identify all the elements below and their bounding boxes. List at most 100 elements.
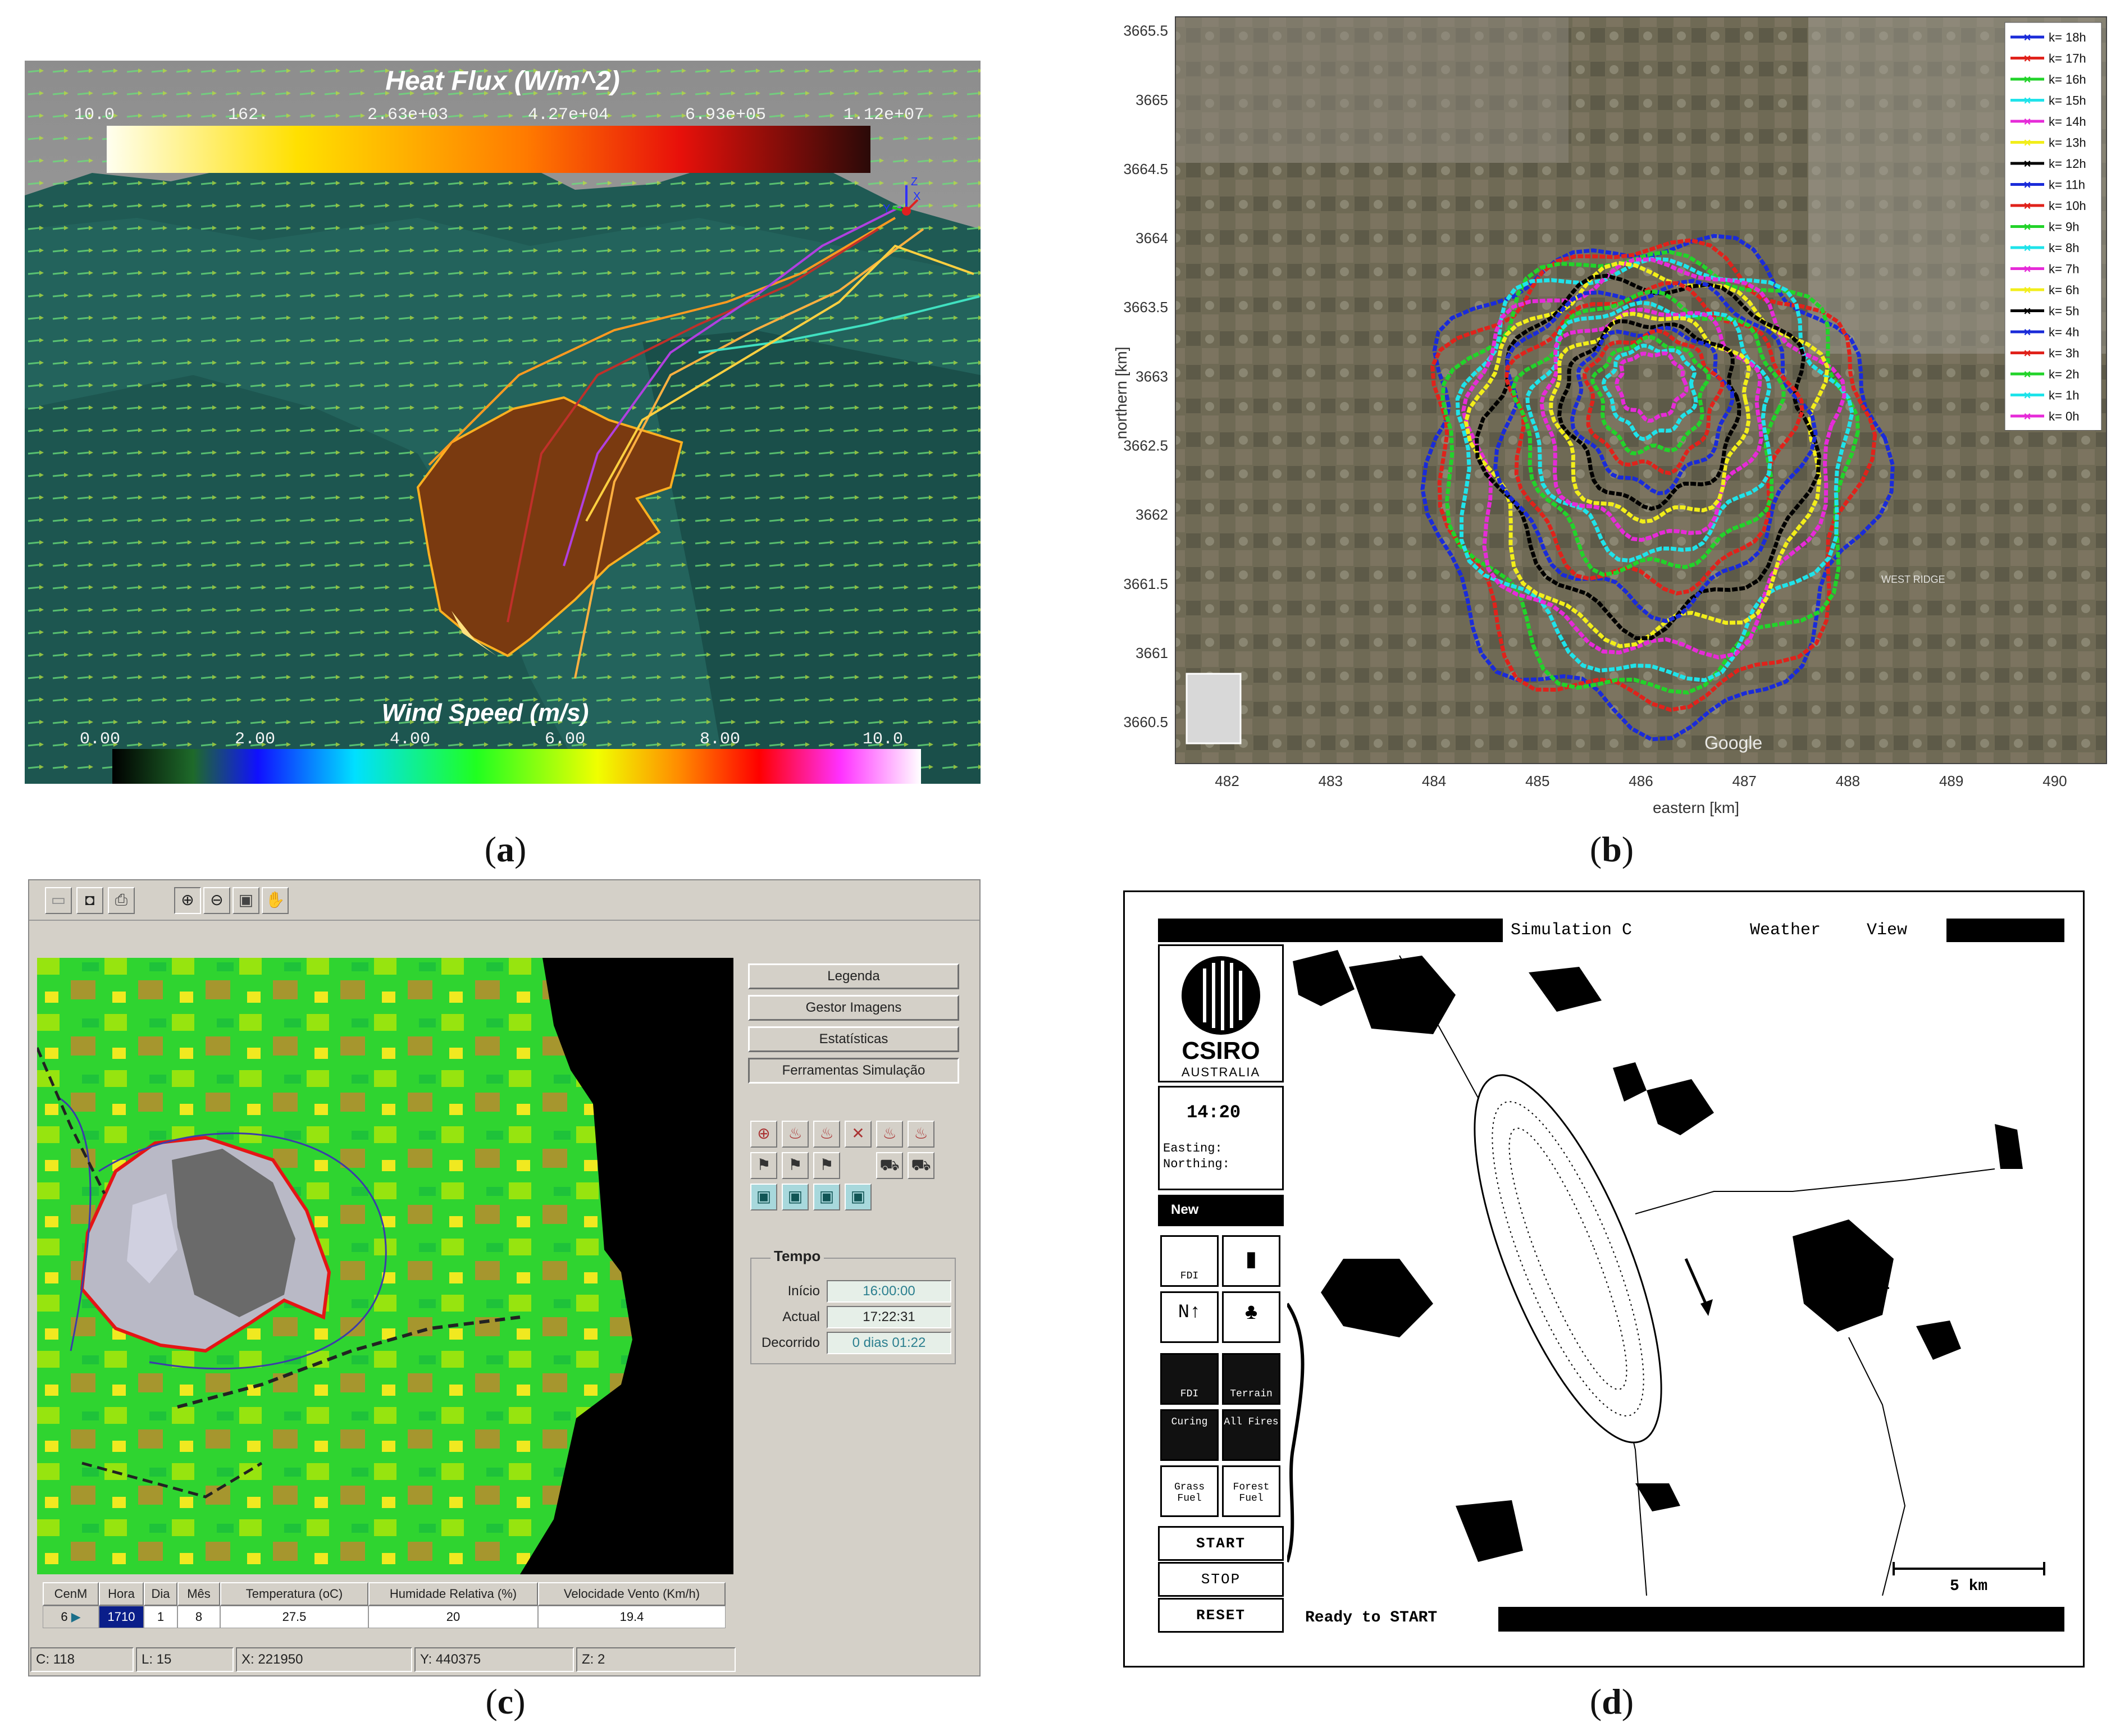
scale-bar: 5 km xyxy=(1893,1562,2045,1595)
thermometer-icon[interactable]: ▮ xyxy=(1222,1235,1280,1287)
forest-fuel-icon[interactable]: Forest Fuel xyxy=(1222,1465,1280,1517)
table-cell[interactable]: 20 xyxy=(368,1606,538,1628)
wind-speed-tick: 0.00 xyxy=(80,730,120,749)
curing-icon[interactable]: Curing xyxy=(1160,1409,1219,1461)
legend-label: k= 10h xyxy=(2049,199,2086,213)
y-tick-label: 3661 xyxy=(1136,645,1168,661)
firebreak-icon[interactable]: ⚑ xyxy=(782,1152,809,1179)
zoom-out-icon[interactable]: ⊖ xyxy=(203,887,230,914)
north-arrow-icon[interactable]: N↑ xyxy=(1160,1291,1219,1343)
all-fires-icon[interactable]: All Fires xyxy=(1222,1409,1280,1461)
terrain-render: Z Y X Heat Flux (W/m^2) 10.0 162. 2.63e+… xyxy=(25,61,981,784)
caption-c-letter: c xyxy=(497,1682,514,1721)
wind-speed-tick: 6.00 xyxy=(545,730,585,749)
menu-simulation[interactable]: Simulation C xyxy=(1511,921,1633,940)
y-tick-label: 3660.5 xyxy=(1123,714,1168,730)
menu-weather[interactable]: Weather xyxy=(1750,921,1821,940)
legend-label: k= 6h xyxy=(2049,283,2079,297)
status-bar-d xyxy=(1498,1607,2064,1632)
table-cell[interactable]: 8 xyxy=(177,1606,220,1628)
fdi-tool-icon[interactable]: FDI xyxy=(1160,1353,1219,1405)
map-place-label: WEST RIDGE xyxy=(1881,574,1945,585)
terrain-icon[interactable]: Terrain xyxy=(1222,1353,1280,1405)
forward-icon[interactable]: ▣ xyxy=(845,1184,872,1210)
ignition-target-icon[interactable]: ⊕ xyxy=(750,1121,777,1148)
pan-hand-icon[interactable]: ✋ xyxy=(262,887,289,914)
table-cell[interactable]: 27.5 xyxy=(220,1606,368,1628)
zoom-in-icon[interactable]: ⊕ xyxy=(174,887,201,914)
simulation-tools-button[interactable]: Ferramentas Simulação xyxy=(748,1058,959,1084)
zoom-extent-icon[interactable]: ▣ xyxy=(232,887,259,914)
wind-speed-ticks: 0.00 2.00 4.00 6.00 8.00 10.0 xyxy=(80,730,903,749)
legend-label: k= 3h xyxy=(2049,346,2079,360)
camera-icon[interactable]: ◘ xyxy=(76,887,103,914)
tempo-title: Tempo xyxy=(770,1248,824,1265)
image-manager-button[interactable]: Gestor Imagens xyxy=(748,995,959,1021)
wind-speed-tick: 8.00 xyxy=(700,730,740,749)
legend-marker: × xyxy=(2024,409,2031,423)
legend-label: k= 5h xyxy=(2049,304,2079,318)
save-icon[interactable]: ▭ xyxy=(45,887,72,914)
vehicle-icon[interactable]: ⛟ xyxy=(908,1152,934,1179)
legend-button[interactable]: Legenda xyxy=(748,963,959,989)
wind-speed-tick: 4.00 xyxy=(390,730,430,749)
heat-flux-ticks: 10.0 162. 2.63e+03 4.27e+04 6.93e+05 1.1… xyxy=(74,106,924,125)
perimeter-line xyxy=(1590,335,1711,456)
y-tick-label: 3664 xyxy=(1136,230,1168,246)
perimeter-line xyxy=(1474,273,1822,641)
table-header: Velocidade Vento (Km/h) xyxy=(538,1582,726,1606)
reset-button[interactable]: RESET xyxy=(1158,1598,1284,1633)
firebreak-icon[interactable]: ⚑ xyxy=(750,1152,777,1179)
print-icon[interactable]: ⎙ xyxy=(108,887,135,914)
stop-icon[interactable]: ▣ xyxy=(782,1184,809,1210)
tempo-group xyxy=(750,1258,956,1364)
perimeter-line xyxy=(1601,344,1698,441)
legend-label: k= 18h xyxy=(2049,30,2086,44)
y-tick-label: 3663 xyxy=(1136,368,1168,385)
remove-fire-icon[interactable]: ✕ xyxy=(845,1121,872,1148)
fire-icon[interactable]: ♨ xyxy=(782,1121,809,1148)
x-tick-label: 488 xyxy=(1836,773,1860,789)
panel-a-3d-fire-view: Z Y X Heat Flux (W/m^2) 10.0 162. 2.63e+… xyxy=(25,61,981,784)
new-button-label: New xyxy=(1171,1202,1199,1217)
legend: × k= 18h × k= 17h × k= 16h × k= 15h × k= 14h × k= 1… xyxy=(2004,22,2102,431)
current-time-label: Actual xyxy=(782,1309,820,1324)
table-cell[interactable]: 19.4 xyxy=(538,1606,726,1628)
start-button[interactable]: START xyxy=(1158,1526,1284,1561)
legend-marker: × xyxy=(2024,241,2031,255)
heat-flux-tick: 10.0 xyxy=(74,106,115,125)
firebreak-icon[interactable]: ⚑ xyxy=(813,1152,840,1179)
vehicle-icon[interactable]: ⛟ xyxy=(876,1152,903,1179)
legend-marker: × xyxy=(2024,157,2031,171)
perimeter-line xyxy=(1557,319,1741,511)
x-axis-label: eastern [km] xyxy=(1653,799,1739,816)
table-cell[interactable]: 1 xyxy=(144,1606,177,1628)
statistics-button[interactable]: Estatísticas xyxy=(748,1026,959,1052)
fire-icon[interactable]: ♨ xyxy=(813,1121,840,1148)
fdi-icon[interactable]: FDI xyxy=(1160,1235,1219,1287)
fire-settings-icon[interactable]: ♨ xyxy=(908,1121,934,1148)
table-header: Mês xyxy=(177,1582,220,1606)
fire-line-icon[interactable]: ♨ xyxy=(876,1121,903,1148)
axis-x-label: X xyxy=(913,190,920,203)
y-tick-label: 3661.5 xyxy=(1123,575,1168,592)
menu-label-area xyxy=(1503,919,1946,942)
icon-label: FDI xyxy=(1180,1388,1199,1400)
legend-label: k= 17h xyxy=(2049,52,2086,66)
pause-icon[interactable]: ▣ xyxy=(813,1184,840,1210)
menu-view[interactable]: View xyxy=(1867,921,1908,940)
tree-icon[interactable]: ♣ xyxy=(1222,1291,1280,1343)
grass-fuel-icon[interactable]: Grass Fuel xyxy=(1160,1465,1219,1517)
sim-time: 14:20 xyxy=(1187,1102,1241,1123)
stop-button[interactable]: STOP xyxy=(1158,1562,1284,1597)
heat-flux-tick: 162. xyxy=(228,106,268,125)
panel-b-fire-spread-chart: Google WEST RIDGE 482 483 484 485 486 487 488 4… xyxy=(1101,11,2111,825)
icon-label: Curing xyxy=(1171,1417,1208,1428)
legend-label: k= 1h xyxy=(2049,389,2079,403)
status-x: X: 221950 xyxy=(236,1647,412,1672)
new-button[interactable]: New xyxy=(1158,1195,1284,1226)
table-cell-selected[interactable]: 1710 xyxy=(99,1606,144,1628)
status-message: Ready to START xyxy=(1305,1609,1438,1627)
play-step-icon[interactable]: ▣ xyxy=(750,1184,777,1210)
x-tick-label: 485 xyxy=(1525,773,1549,789)
